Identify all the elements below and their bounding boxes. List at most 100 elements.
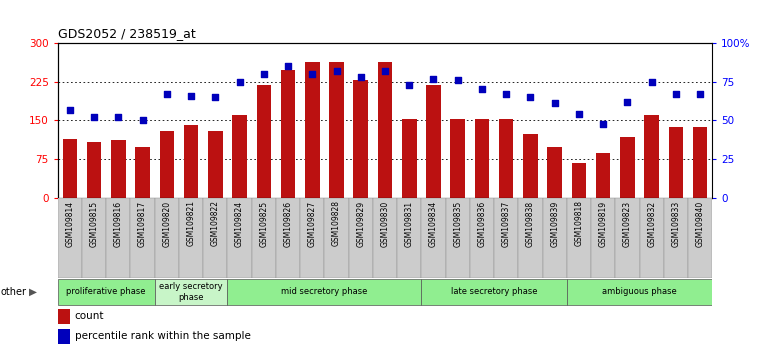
Point xyxy=(548,101,561,106)
Bar xyxy=(620,137,634,198)
Bar xyxy=(58,329,69,344)
Point xyxy=(645,79,658,85)
Text: GSM109827: GSM109827 xyxy=(308,200,316,246)
Bar xyxy=(567,279,712,306)
Bar xyxy=(256,85,271,198)
Bar xyxy=(378,62,392,198)
Text: GSM109832: GSM109832 xyxy=(647,200,656,246)
Point xyxy=(427,76,440,81)
Bar xyxy=(203,198,227,278)
Text: GSM109837: GSM109837 xyxy=(502,200,511,247)
Text: GSM109815: GSM109815 xyxy=(89,200,99,246)
Bar xyxy=(543,198,567,278)
Bar xyxy=(615,198,640,278)
Text: percentile rank within the sample: percentile rank within the sample xyxy=(75,331,251,341)
Bar xyxy=(402,119,417,198)
Bar xyxy=(58,279,155,306)
Bar xyxy=(305,62,320,198)
Bar xyxy=(233,115,247,198)
Bar xyxy=(111,139,126,198)
Text: ▶: ▶ xyxy=(29,287,37,297)
Text: GSM109819: GSM109819 xyxy=(598,200,608,246)
Bar xyxy=(693,127,708,198)
Bar xyxy=(227,198,252,278)
Bar xyxy=(688,198,712,278)
Bar xyxy=(155,198,179,278)
Point xyxy=(330,68,343,74)
Text: proliferative phase: proliferative phase xyxy=(66,287,146,297)
Point xyxy=(161,91,173,97)
Bar xyxy=(567,198,591,278)
Text: GSM109825: GSM109825 xyxy=(259,200,268,246)
Point xyxy=(403,82,415,88)
Bar xyxy=(571,164,586,198)
Bar xyxy=(252,198,276,278)
Text: GSM109828: GSM109828 xyxy=(332,200,341,246)
Bar xyxy=(644,115,659,198)
Bar xyxy=(470,198,494,278)
Bar xyxy=(82,198,106,278)
Text: GSM109838: GSM109838 xyxy=(526,200,535,246)
Text: GSM109835: GSM109835 xyxy=(454,200,462,247)
Bar xyxy=(664,198,688,278)
Bar xyxy=(58,309,69,324)
Bar xyxy=(421,279,567,306)
Text: GSM109824: GSM109824 xyxy=(235,200,244,246)
Text: ambiguous phase: ambiguous phase xyxy=(602,287,677,297)
Bar xyxy=(184,125,199,198)
Point xyxy=(670,91,682,97)
Point xyxy=(282,63,294,69)
Point xyxy=(355,74,367,80)
Bar xyxy=(446,198,470,278)
Bar xyxy=(159,131,174,198)
Point xyxy=(500,91,512,97)
Bar xyxy=(494,198,518,278)
Point xyxy=(451,78,464,83)
Point xyxy=(694,91,706,97)
Bar xyxy=(499,119,514,198)
Text: other: other xyxy=(1,287,27,297)
Bar xyxy=(281,70,296,198)
Bar xyxy=(427,85,440,198)
Point xyxy=(64,107,76,113)
Bar xyxy=(155,279,227,306)
Text: mid secretory phase: mid secretory phase xyxy=(281,287,367,297)
Point xyxy=(88,115,100,120)
Point xyxy=(258,71,270,77)
Bar xyxy=(58,198,82,278)
Bar xyxy=(136,147,150,198)
Point xyxy=(112,115,125,120)
Bar xyxy=(208,131,223,198)
Text: GSM109823: GSM109823 xyxy=(623,200,632,246)
Point xyxy=(597,121,609,126)
Text: GSM109834: GSM109834 xyxy=(429,200,438,247)
Bar xyxy=(62,138,77,198)
Bar xyxy=(300,198,324,278)
Text: GSM109831: GSM109831 xyxy=(405,200,413,246)
Bar xyxy=(518,198,543,278)
Text: GSM109836: GSM109836 xyxy=(477,200,487,247)
Point xyxy=(379,68,391,74)
Bar xyxy=(397,198,421,278)
Text: GSM109839: GSM109839 xyxy=(551,200,559,247)
Bar xyxy=(276,198,300,278)
Text: count: count xyxy=(75,312,104,321)
Bar xyxy=(324,198,349,278)
Bar xyxy=(106,198,130,278)
Bar xyxy=(450,119,465,198)
Text: GSM109814: GSM109814 xyxy=(65,200,75,246)
Point xyxy=(185,93,197,98)
Point xyxy=(573,112,585,117)
Bar xyxy=(353,80,368,198)
Text: GSM109829: GSM109829 xyxy=(357,200,365,246)
Bar xyxy=(591,198,615,278)
Bar xyxy=(668,127,683,198)
Point xyxy=(233,79,246,85)
Text: GSM109821: GSM109821 xyxy=(186,200,196,246)
Bar xyxy=(640,198,664,278)
Text: late secretory phase: late secretory phase xyxy=(450,287,537,297)
Text: GSM109822: GSM109822 xyxy=(211,200,219,246)
Point xyxy=(476,87,488,92)
Bar xyxy=(130,198,155,278)
Text: GSM109830: GSM109830 xyxy=(380,200,390,247)
